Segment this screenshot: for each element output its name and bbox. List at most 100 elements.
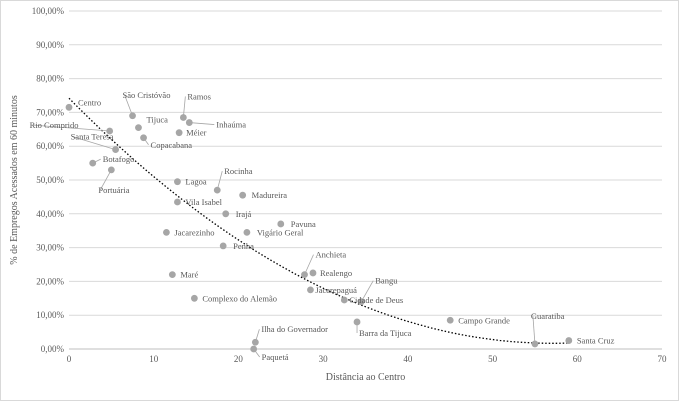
data-point <box>301 271 308 279</box>
data-point <box>243 228 251 236</box>
leader-line <box>189 122 215 125</box>
data-points <box>65 103 573 353</box>
point-label: Penha <box>233 241 254 251</box>
y-tick-label: 30,00% <box>36 243 64 253</box>
point-label: Jacarezinho <box>174 227 214 237</box>
data-point <box>565 337 573 344</box>
data-point <box>112 146 119 153</box>
point-label: Copacabana <box>151 140 193 150</box>
point-label: São Cristóvão <box>123 90 171 100</box>
data-point <box>168 271 176 279</box>
y-tick-label: 20,00% <box>36 276 64 286</box>
x-tick-label: 0 <box>67 354 72 364</box>
leader-line <box>532 315 536 344</box>
point-labels: Centro São Cristóvão Ramos Tijuca Inhaúma Rio… <box>30 90 615 362</box>
point-label: Vigário Geral <box>257 227 304 237</box>
point-label: Rocinha <box>224 166 253 176</box>
x-axis-ticks: 0 10 20 30 40 50 60 70 <box>67 354 667 364</box>
point-label: Anchieta <box>316 250 347 260</box>
point-label: Inhaúma <box>216 120 246 130</box>
data-point <box>222 210 230 218</box>
y-tick-label: 10,00% <box>36 310 64 320</box>
point-label: Pavuna <box>291 219 316 229</box>
data-point <box>340 296 348 304</box>
data-point <box>163 228 170 236</box>
x-tick-label: 60 <box>573 354 583 364</box>
point-label: Méier <box>186 128 206 138</box>
leader-line <box>100 169 112 191</box>
point-label: Complexo do Alemão <box>202 293 277 303</box>
data-point <box>250 345 258 353</box>
x-tick-label: 30 <box>319 354 329 364</box>
x-tick-label: 20 <box>234 354 244 364</box>
point-label: Ramos <box>187 91 211 101</box>
data-point <box>179 114 187 121</box>
point-label: Guaratiba <box>531 311 565 321</box>
point-label: Jacarepaguá <box>315 285 357 295</box>
leader-line <box>124 94 133 116</box>
y-tick-label: 50,00% <box>36 175 64 185</box>
data-point <box>446 316 454 324</box>
data-point <box>353 318 361 326</box>
data-point <box>174 178 181 186</box>
data-point <box>251 338 259 346</box>
point-label: Barra da Tijuca <box>359 328 412 338</box>
point-label: Portuária <box>98 185 129 195</box>
gridlines <box>69 10 662 350</box>
point-label: Santa Teresa <box>71 132 114 142</box>
point-label: Santa Cruz <box>577 336 615 346</box>
y-tick-label: 80,00% <box>36 74 64 84</box>
data-point <box>190 294 198 302</box>
point-label: Tijuca <box>146 115 168 125</box>
y-tick-label: 70,00% <box>36 107 64 117</box>
data-point <box>175 129 183 137</box>
x-tick-label: 40 <box>403 354 413 364</box>
leader-lines <box>31 94 536 358</box>
y-tick-label: 0,00% <box>41 344 65 354</box>
point-label: Madureira <box>252 190 288 200</box>
leader-line <box>31 124 110 132</box>
point-label: Campo Grande <box>458 315 510 325</box>
y-tick-label: 60,00% <box>36 141 64 151</box>
point-label: Centro <box>78 97 101 107</box>
data-point <box>65 103 73 111</box>
y-tick-label: 90,00% <box>36 40 64 50</box>
data-point <box>219 242 227 250</box>
data-point <box>107 166 115 174</box>
point-label: Ilha do Governador <box>261 324 328 334</box>
y-axis-ticks: 0,00% 10,00% 20,00% 30,00% 40,00% 50,00% 60,00… <box>32 6 65 354</box>
x-tick-label: 50 <box>488 354 498 364</box>
data-point <box>213 186 221 194</box>
point-label: Realengo <box>320 268 352 278</box>
point-label: Vila Isabel <box>185 197 222 207</box>
x-tick-label: 10 <box>149 354 159 364</box>
point-label: Cidade de Deus <box>349 295 403 305</box>
leader-line <box>72 136 116 150</box>
leader-line <box>304 254 314 275</box>
y-axis-title: % de Empregos Acessados em 60 minutos <box>9 95 20 265</box>
point-label: Lagoa <box>185 177 206 187</box>
data-point <box>89 159 97 167</box>
data-point <box>309 269 317 277</box>
data-point <box>357 298 365 306</box>
point-label: Paquetá <box>262 352 289 362</box>
point-label: Irajá <box>236 209 252 219</box>
data-point <box>239 191 247 199</box>
point-label: Bangu <box>375 276 398 286</box>
data-point <box>307 286 314 294</box>
point-label: Maré <box>180 270 198 280</box>
data-point <box>106 127 114 135</box>
leader-line <box>182 96 186 118</box>
data-point <box>531 340 539 348</box>
data-point <box>129 112 136 120</box>
data-point <box>135 124 142 132</box>
data-point <box>277 220 285 228</box>
x-axis-title: Distância ao Centro <box>326 372 405 383</box>
point-label: Rio Comprido <box>30 120 79 130</box>
y-tick-label: 100,00% <box>32 6 65 16</box>
point-label: Botafogo <box>103 154 135 164</box>
y-tick-label: 40,00% <box>36 209 64 219</box>
data-point <box>140 134 147 142</box>
